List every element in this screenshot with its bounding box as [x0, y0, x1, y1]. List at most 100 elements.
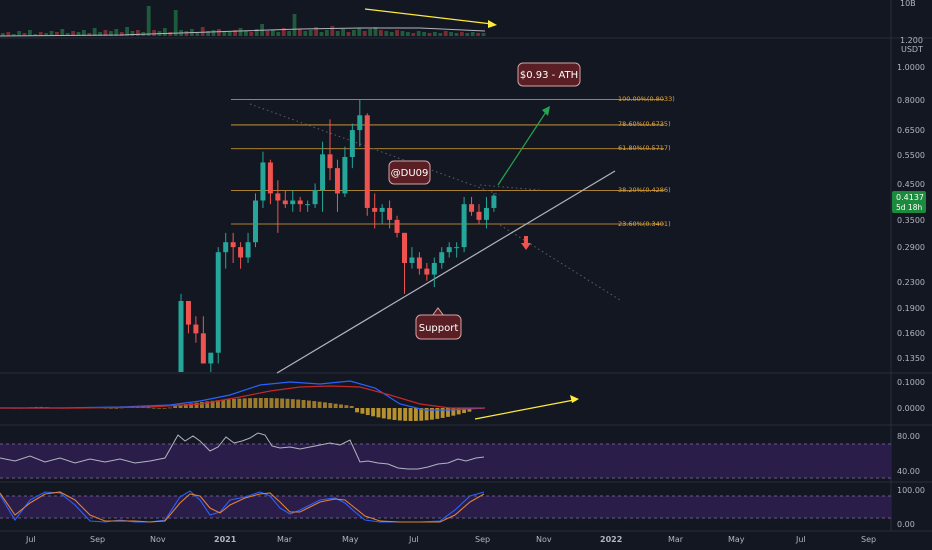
ath-callout[interactable] [517, 62, 581, 87]
candle-body [387, 207, 393, 220]
bullish-candle [439, 247, 445, 269]
macd-histogram-bar [221, 399, 226, 408]
volume-bar [109, 31, 113, 36]
macd-histogram-bar [242, 398, 247, 408]
volume-bar [395, 30, 399, 36]
volume-bar [368, 29, 372, 36]
macd-axis-label: 0.1000 [897, 378, 925, 387]
volume-bar [11, 34, 16, 36]
bearish-candle [334, 159, 340, 212]
volume-axis-label: 1.200 [900, 36, 923, 45]
bearish-candle [424, 262, 430, 281]
fib-label: 38.20%(0.4286) [618, 186, 671, 194]
macd-histogram-bar [199, 402, 204, 408]
macd-histogram-bar [317, 401, 322, 408]
macd-histogram-bar [205, 401, 210, 408]
bullish-candle [215, 247, 221, 364]
price-axis-label: 0.3500 [897, 216, 925, 225]
stoch-band [0, 496, 891, 518]
volume-bar [146, 6, 151, 36]
macd-histogram [2, 398, 483, 421]
support-callout-text: Support [419, 323, 459, 334]
macd-histogram-bar [446, 408, 450, 417]
fibonacci-retracement[interactable] [231, 99, 664, 225]
volume-bar [200, 27, 205, 36]
time-axis-label: May [728, 535, 745, 544]
volume-bar [130, 31, 135, 36]
candle-body [461, 204, 467, 248]
volume-bar [314, 27, 318, 36]
volume-bar [373, 27, 378, 36]
macd-histogram-bar [296, 399, 301, 408]
macd-histogram-bar [216, 400, 220, 408]
macd-histogram-bar [312, 401, 317, 408]
macd-histogram-bar [440, 408, 445, 418]
volume-bar [33, 34, 38, 36]
bullish-candle [454, 242, 460, 258]
time-axis-label: 2022 [600, 535, 622, 544]
stoch-d-line [0, 491, 485, 523]
volume-bar [389, 32, 394, 36]
author-callout[interactable] [388, 160, 431, 185]
volume-bar [254, 29, 259, 36]
candle-body [379, 207, 385, 212]
projection-line [249, 103, 501, 196]
price-axis-label: 0.5500 [897, 151, 925, 160]
volume-bar [125, 27, 129, 36]
bearish-candle [275, 180, 281, 233]
candle-body [253, 200, 258, 243]
time-axis-label: Mar [668, 535, 684, 544]
candle-body [364, 115, 370, 208]
macd-histogram-bar [232, 398, 236, 408]
time-axis-label: Jul [25, 535, 36, 544]
bearish-candle [230, 232, 236, 263]
candle-body [394, 219, 400, 233]
support-callout[interactable] [415, 314, 462, 340]
candle-body [185, 301, 191, 325]
volume-bar [103, 30, 108, 36]
candle-body [342, 156, 348, 194]
macd-histogram-bar [146, 407, 151, 409]
bearish-candle [364, 113, 370, 216]
rsi-line [0, 432, 485, 470]
bullish-candle [290, 190, 296, 212]
macd-histogram-bar [274, 398, 279, 408]
macd-histogram-bar [381, 408, 386, 419]
candle-body [312, 190, 318, 205]
macd-histogram-bar [360, 408, 365, 414]
macd-histogram-bar [435, 408, 440, 419]
time-axis-label: Nov [536, 535, 552, 544]
support-trendline[interactable] [276, 170, 616, 374]
ath-callout-text: $0.93 - ATH [520, 70, 578, 81]
volume-bar [28, 30, 32, 36]
macd-line [0, 380, 486, 411]
macd-histogram-bar [333, 403, 338, 408]
volume-bar [82, 30, 86, 36]
volume-bar [281, 28, 286, 36]
stoch-axis-label: 100.00 [897, 486, 925, 495]
volume-bar [352, 30, 356, 36]
bullish-candle [431, 257, 437, 288]
fib-label: 100.00%(0.8033) [618, 95, 675, 103]
time-axis-label: May [342, 535, 359, 544]
candle-body [439, 252, 445, 263]
volume-bar [98, 32, 102, 36]
bullish-candle [461, 196, 467, 253]
rsi-band [0, 444, 891, 478]
macd-histogram-bar [451, 408, 456, 416]
volume-bar [238, 28, 243, 36]
candle-body [357, 115, 363, 131]
macd-histogram-bar [210, 400, 215, 408]
volume-bar [87, 33, 92, 36]
volume-bar [298, 29, 302, 36]
bullish-candle [446, 242, 452, 258]
macd-histogram-bar [290, 399, 295, 408]
macd-histogram-bar [162, 408, 167, 409]
volume-bar [454, 33, 459, 36]
price-axis-label: 0.1900 [897, 304, 925, 313]
macd-histogram-bar [467, 408, 472, 412]
candle-body [230, 242, 236, 248]
volume-bar [211, 30, 216, 36]
volume-bar [357, 28, 362, 36]
